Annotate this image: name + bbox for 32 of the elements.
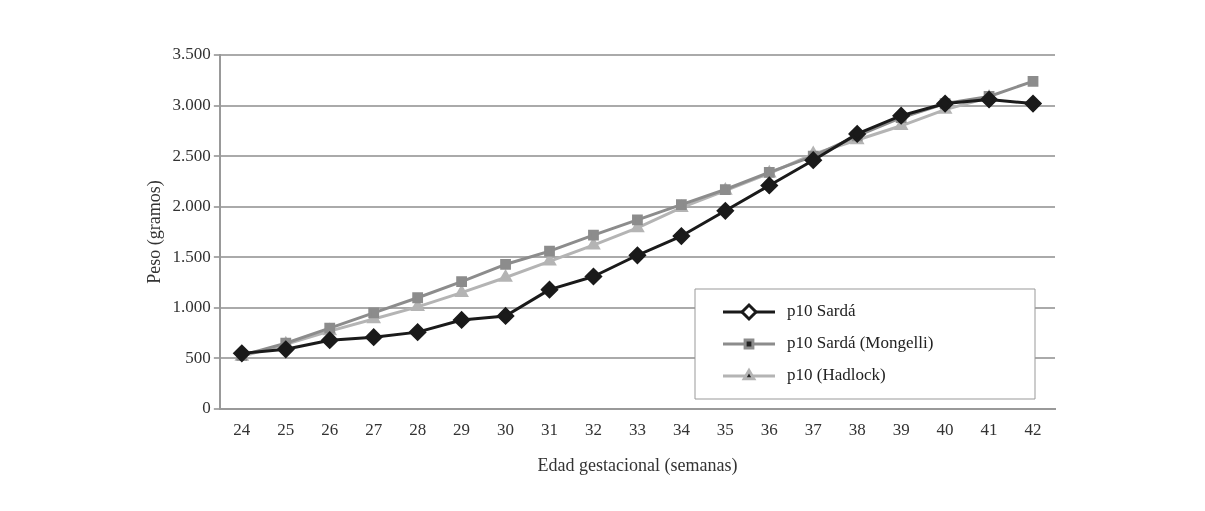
y-tick-label: 1.500 <box>172 246 211 266</box>
x-tick-label: 38 <box>848 419 866 439</box>
x-tick-label: 36 <box>760 419 778 439</box>
legend-label: p10 (Hadlock) <box>787 365 886 385</box>
x-tick-label: 24 <box>233 419 251 439</box>
x-tick-label: 33 <box>628 419 646 439</box>
x-tick-label: 41 <box>980 419 998 439</box>
x-tick-label: 32 <box>584 419 602 439</box>
y-tick-label: 500 <box>185 347 211 367</box>
x-tick-label: 30 <box>497 419 515 439</box>
legend-label: p10 Sardá <box>787 301 856 321</box>
y-tick-label: 2.500 <box>172 145 211 165</box>
x-tick-label: 29 <box>453 419 471 439</box>
x-tick-label: 28 <box>409 419 427 439</box>
x-tick-label: 25 <box>277 419 295 439</box>
y-axis-title: Peso (gramos) <box>143 180 165 284</box>
y-tick-label: 3.500 <box>172 44 211 64</box>
x-axis-title: Edad gestacional (semanas) <box>537 454 738 476</box>
y-tick-label: 3.000 <box>172 95 211 115</box>
x-tick-label: 27 <box>365 419 383 439</box>
x-tick-label: 34 <box>672 419 691 439</box>
x-tick-label: 35 <box>716 419 734 439</box>
x-tick-label: 26 <box>321 419 339 439</box>
y-tick-label: 1.000 <box>172 297 211 317</box>
x-tick-label: 42 <box>1024 419 1042 439</box>
y-tick-label: 0 <box>202 398 211 418</box>
x-tick-label: 37 <box>804 419 823 439</box>
x-tick-label: 39 <box>892 419 910 439</box>
x-tick-label: 40 <box>936 419 954 439</box>
y-tick-label: 2.000 <box>172 196 211 216</box>
legend-label: p10 Sardá (Mongelli) <box>787 333 934 353</box>
x-tick-label: 31 <box>541 419 559 439</box>
